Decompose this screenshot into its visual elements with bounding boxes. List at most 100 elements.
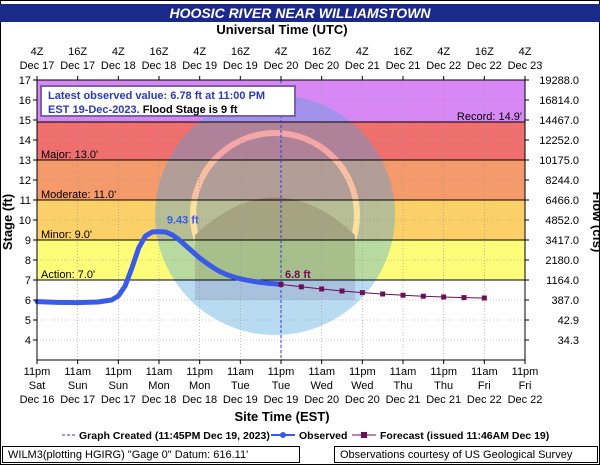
footer-courtesy: Observations courtesy of US Geological S… [334, 446, 598, 463]
noaa-seal-bird [195, 197, 355, 300]
top-tick-date: Dec 18 [101, 60, 136, 72]
top-tick-date: Dec 21 [345, 60, 380, 72]
x-tick-date: Dec 17 [60, 394, 95, 406]
x-tick-date: Dec 18 [142, 394, 177, 406]
legend-forecast-marker [361, 432, 367, 438]
legend: Graph Created (11:45PM Dec 19, 2023) Obs… [62, 430, 549, 442]
top-tick-date: Dec 19 [182, 60, 217, 72]
y-tick-label: 9 [25, 235, 31, 247]
legend-observed: Observed [299, 430, 347, 442]
y-tick-label: 11 [20, 195, 31, 207]
x-tick-time: 11pm [24, 366, 51, 378]
notice-line-2-flood: Flood Stage is 9 ft [139, 104, 238, 116]
x-tick-day: Wed [310, 380, 332, 392]
observed-point [116, 293, 121, 299]
top-tick-date: Dec 20 [304, 60, 339, 72]
y-tick-label: 4 [25, 335, 31, 347]
axes: 4 5 6 7 8 9 10 11 12 13 14 15 16 17 34.3 42.9 387.0 1164.… [19, 46, 579, 406]
y-tick-label: 16 [19, 95, 31, 107]
x-tick-day: Mon [189, 380, 210, 392]
observed-point [197, 255, 202, 261]
x-tick-day: Thu [434, 380, 453, 392]
observed-point [75, 300, 80, 305]
flow-tick-label: 8244.0 [545, 175, 579, 187]
x-tick-day: Fri [478, 380, 491, 392]
observed-point [170, 232, 175, 238]
threshold-label: Moderate: 11.0' [41, 189, 116, 201]
legend-observed-marker [280, 432, 286, 438]
flow-tick-label: 4852.0 [545, 215, 579, 227]
notice-line-2-date: EST 19-Dec-2023. [48, 104, 140, 116]
observed-point [109, 297, 114, 303]
x-tick-time: 11pm [268, 366, 295, 378]
observed-point [204, 260, 209, 266]
observed-point [177, 237, 182, 243]
top-tick-time: 16Z [150, 46, 169, 58]
x-tick-time: 11am [64, 366, 91, 378]
x-tick-date: Dec 19 [264, 394, 299, 406]
top-tick-date: Dec 19 [223, 60, 258, 72]
x-tick-day: Fri [519, 380, 532, 392]
top-tick-date: Dec 22 [467, 60, 502, 72]
legend-graph-created: Graph Created (11:45PM Dec 19, 2023) [79, 430, 270, 442]
observed-point [136, 245, 141, 251]
top-tick-date: Dec 17 [60, 60, 95, 72]
x-tick-time: 11am [471, 366, 498, 378]
top-tick-time: 16Z [312, 46, 331, 58]
x-tick-date: Dec 19 [223, 394, 258, 406]
forecast-point [339, 288, 345, 294]
flow-tick-label: 42.9 [558, 315, 579, 327]
y-tick-label: 8 [25, 255, 31, 267]
observed-point [55, 300, 60, 305]
data-labels: 9.43 ft 6.8 ft [167, 214, 311, 281]
observed-point [231, 274, 236, 280]
flow-tick-label: 1164.0 [546, 275, 579, 287]
observed-point [265, 281, 270, 286]
top-tick-time: 4Z [112, 46, 125, 58]
top-tick-time: 4Z [437, 46, 450, 58]
notice-line-1: Latest observed value: 6.78 ft at 11:00 … [48, 90, 266, 102]
notice-line-2: EST 19-Dec-2023. Flood Stage is 9 ft [48, 103, 288, 117]
y2-axis-title: Flow (cfs) [590, 192, 600, 253]
observed-point [238, 276, 243, 281]
y-tick-label: 6 [25, 295, 31, 307]
flow-tick-label: 12252.0 [539, 135, 579, 147]
y-tick-label: 7 [25, 275, 31, 287]
y-tick-label: 13 [19, 155, 31, 167]
forecast-point [400, 292, 406, 298]
x-tick-day: Thu [394, 380, 413, 392]
forecast-point [420, 293, 426, 299]
x-tick-date: Dec 16 [20, 394, 55, 406]
x-tick-time: 11am [227, 366, 254, 378]
top-tick-time: 16Z [68, 46, 87, 58]
observed-point [150, 229, 155, 235]
top-axis-title: Universal Time (UTC) [216, 22, 347, 37]
forecast-point [461, 295, 467, 301]
x-tick-day: Sun [68, 380, 88, 392]
forecast-series [278, 281, 487, 301]
x-tick-date: Dec 17 [101, 394, 136, 406]
forecast-point [319, 286, 325, 292]
observed-point [129, 265, 135, 271]
y-axis-title: Stage (ft) [0, 194, 15, 250]
latest-value-label: 6.8 ft [285, 269, 311, 281]
forecast-point [380, 291, 386, 297]
flow-tick-label: 14467.0 [539, 115, 579, 127]
latest-observation-notice: Latest observed value: 6.78 ft at 11:00 … [40, 85, 296, 117]
x-tick-day: Sun [109, 380, 129, 392]
threshold-label: Record: 14.9' [457, 111, 522, 123]
y-tick-label: 15 [19, 115, 31, 127]
observed-point [143, 233, 148, 239]
y-tick-label: 10 [19, 215, 31, 227]
x-tick-date: Dec 22 [508, 394, 543, 406]
x-tick-day: Tue [231, 380, 250, 392]
top-tick-date: Dec 18 [142, 60, 177, 72]
flow-tick-label: 2180.0 [545, 255, 579, 267]
observed-point [258, 280, 263, 285]
legend-forecast: Forecast (issued 11:46AM Dec 19) [380, 430, 549, 442]
top-tick-time: 16Z [394, 46, 413, 58]
top-tick-time: 4Z [519, 46, 532, 58]
flow-tick-label: 16814.0 [539, 95, 579, 107]
forecast-point [481, 295, 487, 301]
observed-point [183, 243, 189, 249]
